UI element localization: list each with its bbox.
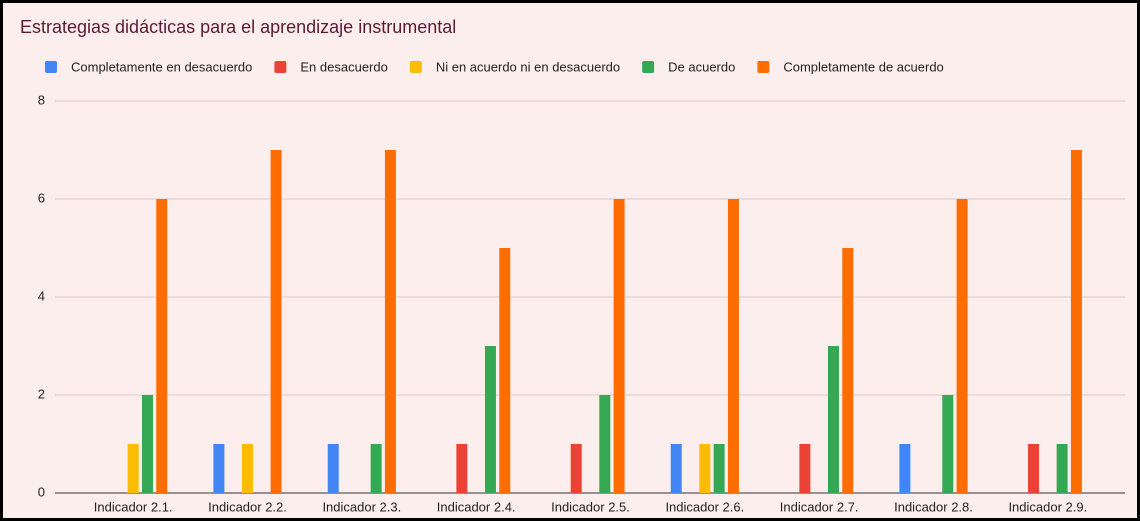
legend-label: Completamente de acuerdo — [783, 59, 943, 74]
bar — [327, 444, 339, 493]
chart-title: Estrategias didácticas para el aprendiza… — [20, 17, 456, 37]
x-tick-label: Indicador 2.7. — [780, 499, 859, 514]
bar — [942, 395, 954, 493]
bar — [370, 444, 382, 493]
legend-swatch — [757, 61, 770, 73]
y-tick-label: 6 — [38, 190, 45, 205]
legend-swatch — [409, 61, 422, 73]
legend-label: Completamente en desacuerdo — [71, 59, 252, 74]
bar — [699, 444, 711, 493]
bar — [613, 199, 625, 493]
bar — [956, 199, 968, 493]
x-tick-label: Indicador 2.1. — [94, 499, 173, 514]
bar — [599, 395, 611, 493]
bar — [456, 444, 468, 493]
bar — [570, 444, 582, 493]
bar — [499, 248, 511, 493]
legend-swatch — [642, 61, 655, 73]
bar — [899, 444, 911, 493]
x-tick-label: Indicador 2.3. — [322, 499, 401, 514]
bar — [127, 444, 139, 493]
x-tick-label: Indicador 2.5. — [551, 499, 630, 514]
legend-swatch — [45, 61, 57, 73]
y-tick-label: 2 — [38, 386, 45, 401]
y-tick-label: 4 — [38, 288, 45, 303]
bar — [141, 395, 153, 493]
bar — [1056, 444, 1068, 493]
bar — [842, 248, 854, 493]
y-tick-label: 8 — [38, 92, 45, 107]
legend-label: En desacuerdo — [300, 59, 387, 74]
x-tick-label: Indicador 2.4. — [437, 499, 516, 514]
bar — [727, 199, 739, 493]
bar — [484, 346, 496, 493]
bar — [827, 346, 839, 493]
bar — [1070, 150, 1082, 493]
x-tick-label: Indicador 2.9. — [1008, 499, 1087, 514]
bar — [384, 150, 396, 493]
bar — [270, 150, 282, 493]
legend-swatch — [274, 61, 287, 73]
y-tick-label: 0 — [38, 484, 45, 499]
legend-label: De acuerdo — [668, 59, 735, 74]
bar — [156, 199, 168, 493]
x-tick-label: Indicador 2.2. — [208, 499, 287, 514]
bar — [242, 444, 253, 493]
bar — [213, 444, 225, 493]
bar — [713, 444, 725, 493]
bar — [799, 444, 811, 493]
bar — [1028, 444, 1040, 493]
x-tick-label: Indicador 2.6. — [665, 499, 744, 514]
legend-label: Ni en acuerdo ni en desacuerdo — [436, 59, 620, 74]
bar — [670, 444, 682, 493]
x-tick-label: Indicador 2.8. — [894, 499, 973, 514]
